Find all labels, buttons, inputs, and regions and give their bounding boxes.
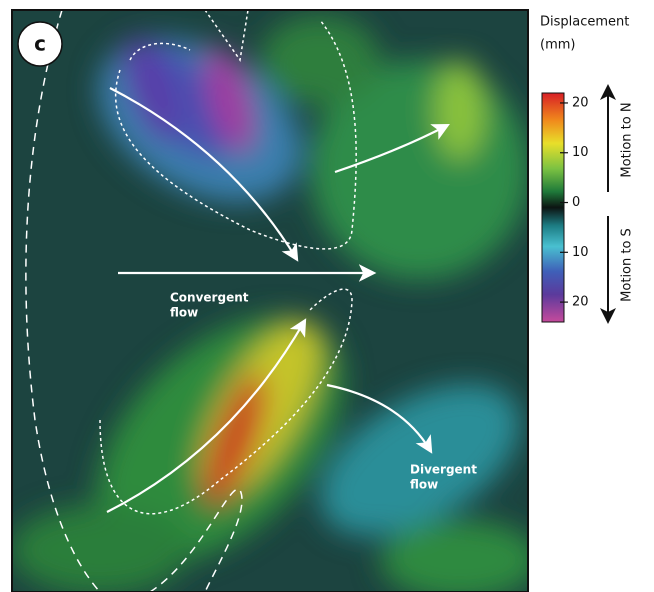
- north-label: Motion to N: [620, 102, 635, 177]
- displacement-map: [10, 4, 545, 592]
- colorbar: [542, 93, 564, 322]
- colorbar-tick-label: 0: [572, 195, 580, 210]
- colorbar-tick-label: 20: [572, 95, 589, 110]
- south-label: Motion to S: [620, 228, 635, 302]
- colorbar-tick-label: 20: [572, 295, 589, 310]
- colorbar-tick-label: 10: [572, 145, 589, 160]
- flow-label: Divergent: [410, 463, 477, 477]
- colorbar-title: (mm): [540, 38, 575, 53]
- panel-label: c: [34, 32, 46, 56]
- figure: c Convergent flow Divergent flow Displac…: [0, 0, 654, 592]
- flow-label: flow: [410, 478, 438, 492]
- colorbar-tick-label: 10: [572, 245, 589, 260]
- colorbar-title: Displacement: [540, 15, 629, 30]
- flow-label: Convergent: [170, 291, 249, 305]
- flow-label: flow: [170, 306, 198, 320]
